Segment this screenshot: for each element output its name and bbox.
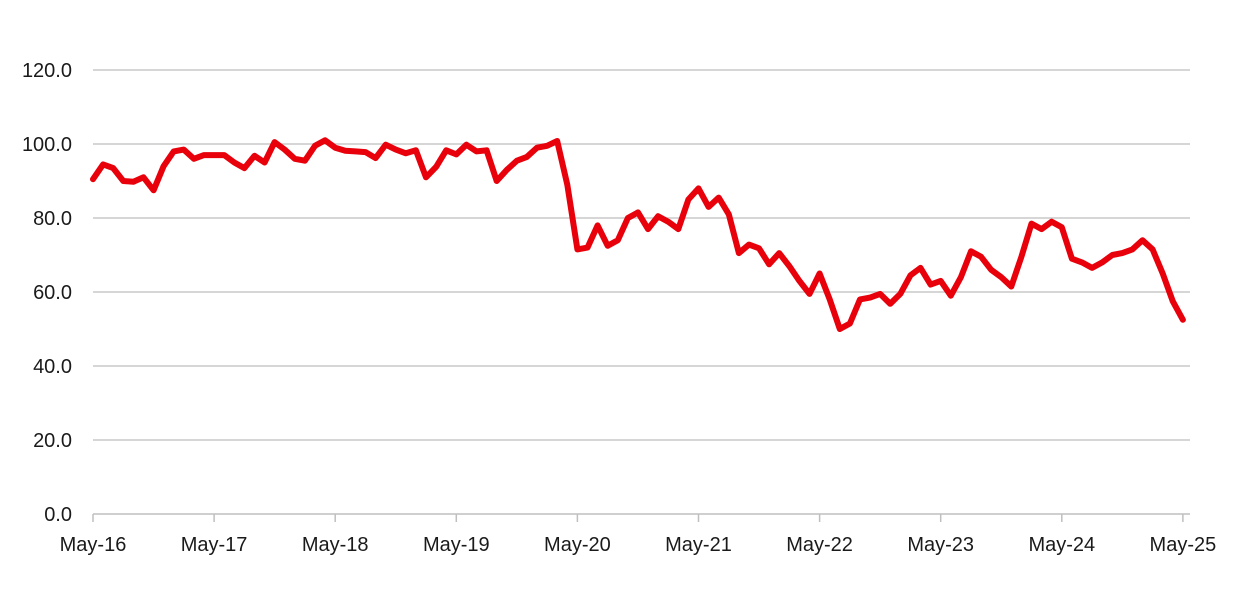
x-tick-label: May-21 [665, 534, 732, 556]
series-line [90, 137, 1186, 332]
x-tick-label: May-19 [423, 534, 490, 556]
y-tick-label: 0.0 [44, 504, 72, 526]
gridlines [93, 69, 1190, 441]
series-group [90, 137, 1186, 332]
y-tick-label: 80.0 [33, 208, 72, 230]
y-tick-label: 40.0 [33, 356, 72, 378]
y-tick-label: 60.0 [33, 282, 72, 304]
x-tick-label: May-23 [907, 534, 974, 556]
x-tick-label: May-16 [60, 534, 127, 556]
y-axis-ticks: 0.0 20.0 40.0 60.0 80.0 100.0 120.0 [22, 60, 72, 526]
x-tick-label: May-24 [1028, 534, 1095, 556]
x-tick-label: May-18 [302, 534, 369, 556]
y-tick-label: 120.0 [22, 60, 72, 82]
y-tick-label: 100.0 [22, 134, 72, 156]
x-axis: May-16 May-17 May-18 May-19 May-20 May-21 May-… [60, 513, 1217, 556]
x-tick-label: May-17 [181, 534, 248, 556]
x-tick-label: May-22 [786, 534, 853, 556]
x-tick-label: May-20 [544, 534, 611, 556]
x-tick-label: May-25 [1150, 534, 1217, 556]
y-tick-label: 20.0 [33, 430, 72, 452]
